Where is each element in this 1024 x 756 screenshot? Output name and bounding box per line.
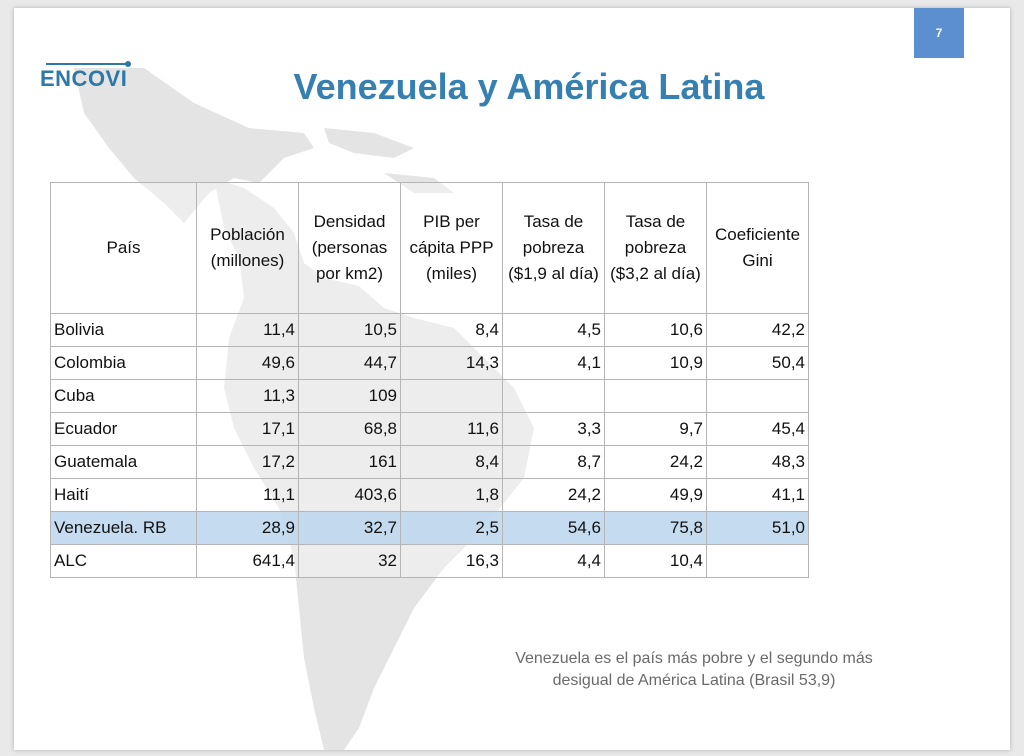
- cell-value: 44,7: [298, 346, 401, 380]
- header-gdp: PIB per cápita PPP (miles): [400, 182, 503, 314]
- cell-value: 11,3: [196, 379, 299, 413]
- cell-value: 51,0: [706, 511, 809, 545]
- cell-country: Haití: [50, 478, 197, 512]
- table-row: Colombia 49,6 44,7 14,3 4,1 10,9 50,4: [50, 346, 809, 380]
- header-density: Densidad (personas por km2): [298, 182, 401, 314]
- footnote: Venezuela es el país más pobre y el segu…: [454, 648, 934, 692]
- table-header-row: País Población (millones) Densidad (pers…: [50, 182, 809, 314]
- header-poverty-1-9: Tasa de pobreza ($1,9 al día): [502, 182, 605, 314]
- cell-country: Ecuador: [50, 412, 197, 446]
- header-gini: Coeficiente Gini: [706, 182, 809, 314]
- logo-text: ENCOVI: [40, 66, 128, 91]
- cell-country: Cuba: [50, 379, 197, 413]
- header-poverty-3-2: Tasa de pobreza ($3,2 al día): [604, 182, 707, 314]
- cell-value: 14,3: [400, 346, 503, 380]
- footnote-line: desigual de América Latina (Brasil 53,9): [552, 672, 836, 689]
- cell-country: Venezuela. RB: [50, 511, 197, 545]
- cell-value: 49,6: [196, 346, 299, 380]
- cell-value: [604, 379, 707, 413]
- cell-value: 4,1: [502, 346, 605, 380]
- cell-value: 403,6: [298, 478, 401, 512]
- cell-value: 45,4: [706, 412, 809, 446]
- table-row: Guatemala 17,2 161 8,4 8,7 24,2 48,3: [50, 445, 809, 479]
- cell-value: 8,4: [400, 313, 503, 347]
- cell-value: 11,4: [196, 313, 299, 347]
- cell-value: 10,9: [604, 346, 707, 380]
- cell-value: 109: [298, 379, 401, 413]
- cell-value: 11,1: [196, 478, 299, 512]
- cell-value: [706, 544, 809, 578]
- cell-value: 8,4: [400, 445, 503, 479]
- cell-value: 2,5: [400, 511, 503, 545]
- cell-value: 17,1: [196, 412, 299, 446]
- table-row-highlighted: Venezuela. RB 28,9 32,7 2,5 54,6 75,8 51…: [50, 511, 809, 545]
- page-title: Venezuela y América Latina: [293, 66, 765, 107]
- cell-value: 8,7: [502, 445, 605, 479]
- cell-value: [400, 379, 503, 413]
- table-row: Haití 11,1 403,6 1,8 24,2 49,9 41,1: [50, 478, 809, 512]
- cell-value: 48,3: [706, 445, 809, 479]
- logo-arc-icon: [46, 61, 131, 67]
- cell-value: 1,8: [400, 478, 503, 512]
- cell-value: 9,7: [604, 412, 707, 446]
- cell-value: 32: [298, 544, 401, 578]
- cell-country: ALC: [50, 544, 197, 578]
- data-table: País Población (millones) Densidad (pers…: [50, 182, 809, 578]
- cell-value: 42,2: [706, 313, 809, 347]
- cell-value: 68,8: [298, 412, 401, 446]
- cell-value: 4,4: [502, 544, 605, 578]
- footnote-line: Venezuela es el país más pobre y el segu…: [515, 650, 873, 667]
- cell-value: 16,3: [400, 544, 503, 578]
- cell-value: 49,9: [604, 478, 707, 512]
- cell-country: Bolivia: [50, 313, 197, 347]
- page-number-badge: 7: [914, 8, 964, 58]
- cell-value: 75,8: [604, 511, 707, 545]
- cell-value: 32,7: [298, 511, 401, 545]
- cell-value: 4,5: [502, 313, 605, 347]
- cell-value: 3,3: [502, 412, 605, 446]
- cell-value: [502, 379, 605, 413]
- cell-value: 24,2: [502, 478, 605, 512]
- header-country: País: [50, 182, 197, 314]
- cell-value: 161: [298, 445, 401, 479]
- table-row: Ecuador 17,1 68,8 11,6 3,3 9,7 45,4: [50, 412, 809, 446]
- cell-value: 641,4: [196, 544, 299, 578]
- cell-value: 54,6: [502, 511, 605, 545]
- cell-value: 28,9: [196, 511, 299, 545]
- cell-value: [706, 379, 809, 413]
- cell-value: 10,4: [604, 544, 707, 578]
- table-row: ALC 641,4 32 16,3 4,4 10,4: [50, 544, 809, 578]
- cell-country: Guatemala: [50, 445, 197, 479]
- cell-country: Colombia: [50, 346, 197, 380]
- cell-value: 50,4: [706, 346, 809, 380]
- cell-value: 10,6: [604, 313, 707, 347]
- cell-value: 24,2: [604, 445, 707, 479]
- table-row: Cuba 11,3 109: [50, 379, 809, 413]
- cell-value: 17,2: [196, 445, 299, 479]
- cell-value: 10,5: [298, 313, 401, 347]
- table-row: Bolivia 11,4 10,5 8,4 4,5 10,6 42,2: [50, 313, 809, 347]
- cell-value: 41,1: [706, 478, 809, 512]
- cell-value: 11,6: [400, 412, 503, 446]
- slide: ENCOVI 7 Venezuela y América Latina País…: [14, 8, 1010, 750]
- header-population: Población (millones): [196, 182, 299, 314]
